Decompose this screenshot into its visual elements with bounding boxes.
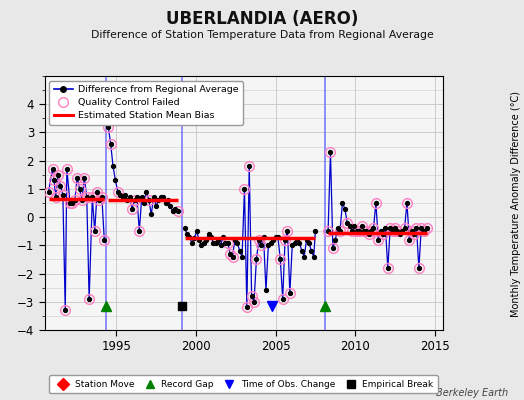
Text: Monthly Temperature Anomaly Difference (°C): Monthly Temperature Anomaly Difference (… [511, 91, 521, 317]
Text: Berkeley Earth: Berkeley Earth [436, 388, 508, 398]
Text: UBERLANDIA (AERO): UBERLANDIA (AERO) [166, 10, 358, 28]
Legend: Station Move, Record Gap, Time of Obs. Change, Empirical Break: Station Move, Record Gap, Time of Obs. C… [49, 376, 438, 394]
Text: Difference of Station Temperature Data from Regional Average: Difference of Station Temperature Data f… [91, 30, 433, 40]
Legend: Difference from Regional Average, Quality Control Failed, Estimated Station Mean: Difference from Regional Average, Qualit… [49, 81, 243, 125]
